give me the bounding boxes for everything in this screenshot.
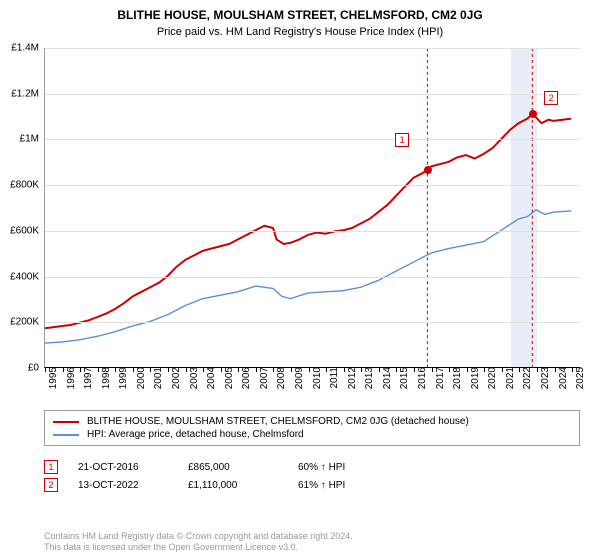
gridline — [45, 94, 580, 95]
attribution: Contains HM Land Registry data © Crown c… — [44, 531, 580, 554]
x-axis-label: 2021 — [501, 367, 516, 389]
x-axis-label: 2003 — [185, 367, 200, 389]
x-axis-label: 2018 — [448, 367, 463, 389]
x-axis-label: 1997 — [79, 367, 94, 389]
transaction-price: £1,110,000 — [188, 480, 278, 491]
x-axis-label: 2011 — [325, 367, 340, 389]
x-axis-label: 2016 — [413, 367, 428, 389]
legend-label: HPI: Average price, detached house, Chel… — [87, 429, 304, 440]
plot-area: £0£200K£400K£600K£800K£1M£1.2M£1.4M19951… — [44, 48, 580, 368]
y-axis-label: £0 — [28, 363, 45, 374]
x-axis-label: 1998 — [97, 367, 112, 389]
legend-label: BLITHE HOUSE, MOULSHAM STREET, CHELMSFOR… — [87, 416, 469, 427]
legend-swatch — [53, 434, 79, 436]
legend-item: HPI: Average price, detached house, Chel… — [53, 428, 571, 441]
transaction-date: 21-OCT-2016 — [78, 462, 168, 473]
chart-container: BLITHE HOUSE, MOULSHAM STREET, CHELMSFOR… — [0, 0, 600, 560]
marker-label: 1 — [395, 133, 409, 147]
legend-item: BLITHE HOUSE, MOULSHAM STREET, CHELMSFOR… — [53, 415, 571, 428]
gridline — [45, 231, 580, 232]
x-axis-label: 2019 — [466, 367, 481, 389]
transaction-price: £865,000 — [188, 462, 278, 473]
x-axis-label: 1999 — [114, 367, 129, 389]
x-axis-label: 2022 — [518, 367, 533, 389]
series-line — [45, 114, 571, 328]
x-axis-label: 2012 — [343, 367, 358, 389]
y-axis-label: £800K — [10, 180, 45, 191]
marker-dot — [529, 110, 537, 118]
gridline — [45, 48, 580, 49]
transaction-delta: 60% ↑ HPI — [298, 462, 388, 473]
x-axis-label: 2008 — [272, 367, 287, 389]
transaction-row: 1 21-OCT-2016 £865,000 60% ↑ HPI — [44, 458, 580, 476]
transaction-marker: 2 — [44, 478, 58, 492]
x-axis-label: 2001 — [149, 367, 164, 389]
x-axis-label: 2010 — [308, 367, 323, 389]
x-axis-label: 2000 — [132, 367, 147, 389]
x-axis-label: 2024 — [554, 367, 569, 389]
x-axis-label: 2015 — [395, 367, 410, 389]
x-axis-label: 2025 — [571, 367, 586, 389]
x-axis-label: 2007 — [255, 367, 270, 389]
y-axis-label: £400K — [10, 271, 45, 282]
x-axis-label: 1996 — [62, 367, 77, 389]
marker-label: 2 — [544, 91, 558, 105]
chart-subtitle: Price paid vs. HM Land Registry's House … — [0, 22, 600, 44]
transaction-row: 2 13-OCT-2022 £1,110,000 61% ↑ HPI — [44, 476, 580, 494]
x-axis-label: 1995 — [44, 367, 59, 389]
x-axis-label: 2017 — [431, 367, 446, 389]
legend-swatch — [53, 421, 79, 423]
x-axis-label: 2009 — [290, 367, 305, 389]
x-axis-label: 2005 — [220, 367, 235, 389]
x-axis-label: 2006 — [237, 367, 252, 389]
transaction-date: 13-OCT-2022 — [78, 480, 168, 491]
transaction-marker: 1 — [44, 460, 58, 474]
x-axis-label: 2004 — [202, 367, 217, 389]
x-axis-label: 2014 — [378, 367, 393, 389]
transaction-delta: 61% ↑ HPI — [298, 480, 388, 491]
transactions-table: 1 21-OCT-2016 £865,000 60% ↑ HPI 2 13-OCT-202… — [44, 458, 580, 494]
x-axis-label: 2023 — [536, 367, 551, 389]
gridline — [45, 185, 580, 186]
y-axis-label: £1.2M — [11, 88, 45, 99]
y-axis-label: £1.4M — [11, 43, 45, 54]
chart-svg — [45, 48, 580, 367]
chart-title: BLITHE HOUSE, MOULSHAM STREET, CHELMSFOR… — [0, 0, 600, 22]
legend: BLITHE HOUSE, MOULSHAM STREET, CHELMSFOR… — [44, 410, 580, 446]
attribution-line2: This data is licensed under the Open Gov… — [44, 542, 580, 554]
gridline — [45, 322, 580, 323]
gridline — [45, 277, 580, 278]
gridline — [45, 139, 580, 140]
x-axis-label: 2013 — [360, 367, 375, 389]
x-axis-label: 2002 — [167, 367, 182, 389]
y-axis-label: £1M — [20, 134, 45, 145]
y-axis-label: £200K — [10, 317, 45, 328]
marker-dot — [424, 166, 432, 174]
y-axis-label: £600K — [10, 225, 45, 236]
x-axis-label: 2020 — [483, 367, 498, 389]
attribution-line1: Contains HM Land Registry data © Crown c… — [44, 531, 580, 543]
